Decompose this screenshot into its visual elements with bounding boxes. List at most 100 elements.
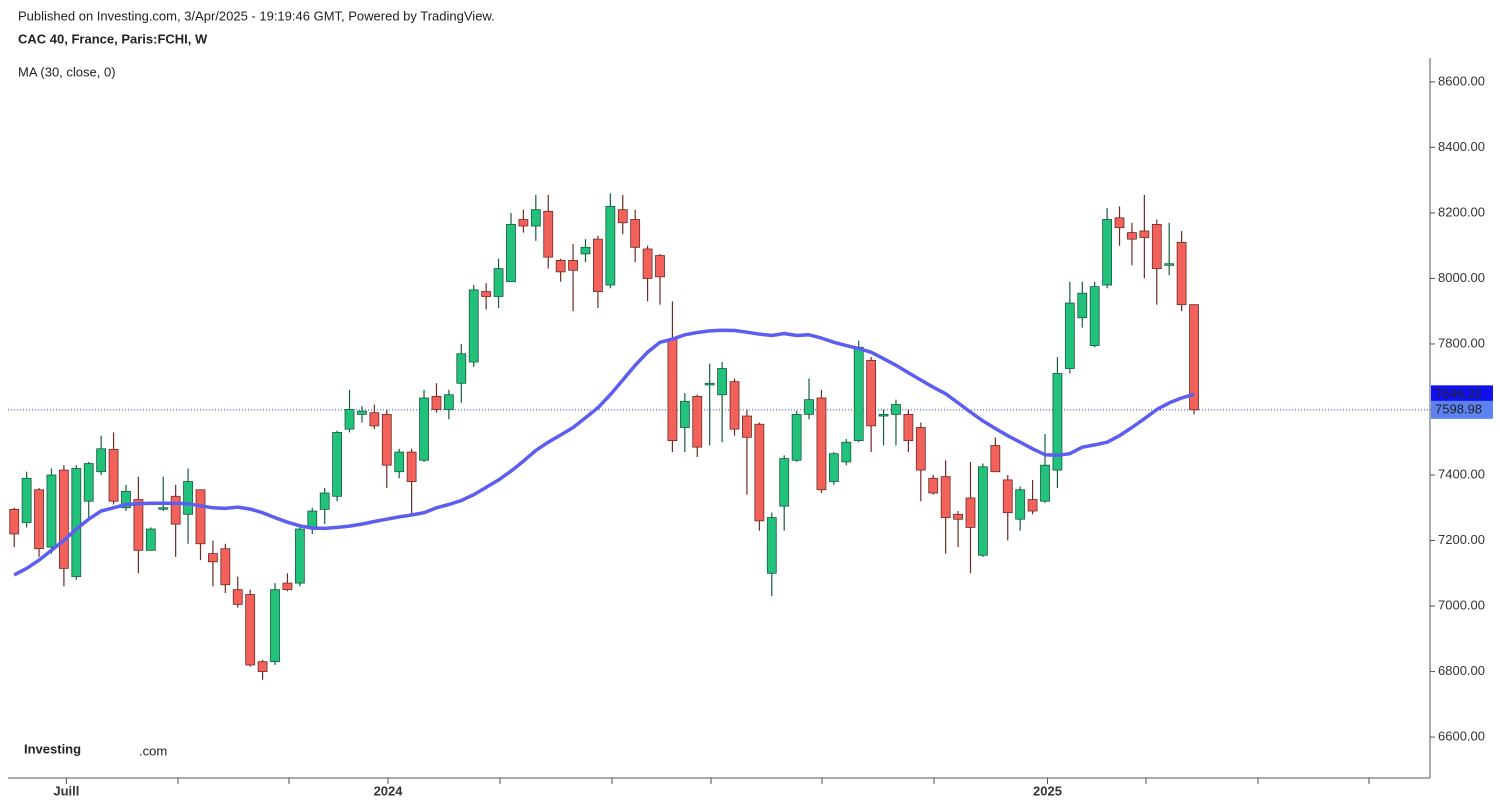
candle-body xyxy=(257,661,268,672)
candle-body xyxy=(1189,304,1199,411)
candle-body xyxy=(903,413,914,442)
candle-body xyxy=(555,260,566,273)
candle-body xyxy=(294,528,305,584)
y-tick-label: 7800.00 xyxy=(1438,335,1485,350)
candle-body xyxy=(953,513,963,520)
candle-body xyxy=(692,395,703,448)
candle-body xyxy=(878,413,889,417)
candle-body xyxy=(108,449,119,502)
candle-body xyxy=(195,489,206,545)
candle-body xyxy=(307,510,318,528)
candle-body xyxy=(617,209,628,224)
candle-body xyxy=(506,224,516,283)
candle-body xyxy=(208,553,218,563)
candles xyxy=(9,193,1199,680)
candle-body xyxy=(9,508,20,535)
candle-body xyxy=(232,589,243,605)
y-tick-label: 7400.00 xyxy=(1438,466,1485,481)
candle-body xyxy=(46,474,57,548)
indicator-label: MA (30, close, 0) xyxy=(18,64,116,79)
x-tick-label: 2024 xyxy=(374,783,404,798)
candle-body xyxy=(344,409,355,430)
candle-body xyxy=(580,246,591,255)
candle-body xyxy=(468,289,479,363)
candle-body xyxy=(928,477,939,494)
candle-body xyxy=(319,492,330,510)
y-tick-label: 8600.00 xyxy=(1438,73,1485,88)
ma-price-label-bg xyxy=(1431,385,1493,404)
candle-body xyxy=(1164,263,1175,266)
candle-body xyxy=(828,453,839,482)
candle-body xyxy=(1002,479,1013,514)
logo-suffix: .com xyxy=(139,743,167,758)
candle-body xyxy=(145,528,156,551)
ma-price-label: 7646.22 xyxy=(1435,386,1482,401)
candle-body xyxy=(891,404,901,415)
candle-body xyxy=(369,412,380,427)
candle-body xyxy=(965,497,976,528)
ma-line xyxy=(13,328,1195,577)
candle-body xyxy=(431,395,442,410)
candle-body xyxy=(729,381,740,430)
candle-body xyxy=(220,548,231,586)
candle-body xyxy=(853,346,864,442)
candle-body xyxy=(866,359,877,427)
candle-body xyxy=(406,451,417,482)
candle-body xyxy=(530,209,541,227)
candle-body xyxy=(978,466,988,556)
candle-body xyxy=(940,476,951,518)
candle-body xyxy=(456,353,467,384)
candle-body xyxy=(1040,464,1050,502)
candle-body xyxy=(1089,286,1100,347)
y-tick-label: 6600.00 xyxy=(1438,728,1485,743)
candle-body xyxy=(357,410,367,415)
y-tick-label: 6800.00 xyxy=(1438,663,1485,678)
candle-body xyxy=(704,382,715,386)
candle-body xyxy=(83,463,94,502)
candle-body xyxy=(630,219,641,248)
candle-body xyxy=(34,489,44,550)
candle-body xyxy=(593,238,603,292)
candle-body xyxy=(841,441,852,463)
candle-body xyxy=(605,205,616,286)
candle-body xyxy=(642,248,653,279)
minor-ticks xyxy=(177,778,1370,784)
logo: Investing .com xyxy=(24,741,167,758)
candle-body xyxy=(170,495,181,525)
candle-body xyxy=(754,423,765,522)
candle-body xyxy=(1114,217,1125,229)
candle-body xyxy=(766,517,777,574)
y-tick-label: 8000.00 xyxy=(1438,270,1485,285)
candle-body xyxy=(779,458,790,507)
candle-body xyxy=(394,451,405,473)
candle-body xyxy=(1139,230,1150,238)
candle-body xyxy=(1102,219,1113,286)
candle-body xyxy=(481,291,492,297)
candle-body xyxy=(1151,224,1162,270)
candle-body xyxy=(667,338,678,442)
candle-body xyxy=(71,468,82,577)
x-tick-label: Juill xyxy=(53,783,79,798)
candle-body xyxy=(21,477,32,523)
candle-body xyxy=(133,499,144,551)
candle-body xyxy=(96,448,107,473)
chart-title: CAC 40, France, Paris:FCHI, W xyxy=(18,31,208,46)
candle-body xyxy=(568,260,578,271)
candle-body xyxy=(121,490,131,509)
candle-body xyxy=(1015,489,1026,520)
candle-body xyxy=(419,397,429,461)
header: Published on Investing.com, 3/Apr/2025 -… xyxy=(18,8,495,23)
candle-body xyxy=(1027,499,1038,512)
last-price-label: 7598.98 xyxy=(1435,401,1482,416)
candle-body xyxy=(183,481,193,515)
candle-body xyxy=(332,432,343,497)
candle-body xyxy=(493,268,504,297)
candle-body xyxy=(518,219,529,227)
candle-body xyxy=(270,589,280,663)
candle-body xyxy=(990,445,1001,473)
candle-body xyxy=(1127,232,1137,240)
candle-body xyxy=(804,399,814,415)
candle-body xyxy=(791,413,802,461)
